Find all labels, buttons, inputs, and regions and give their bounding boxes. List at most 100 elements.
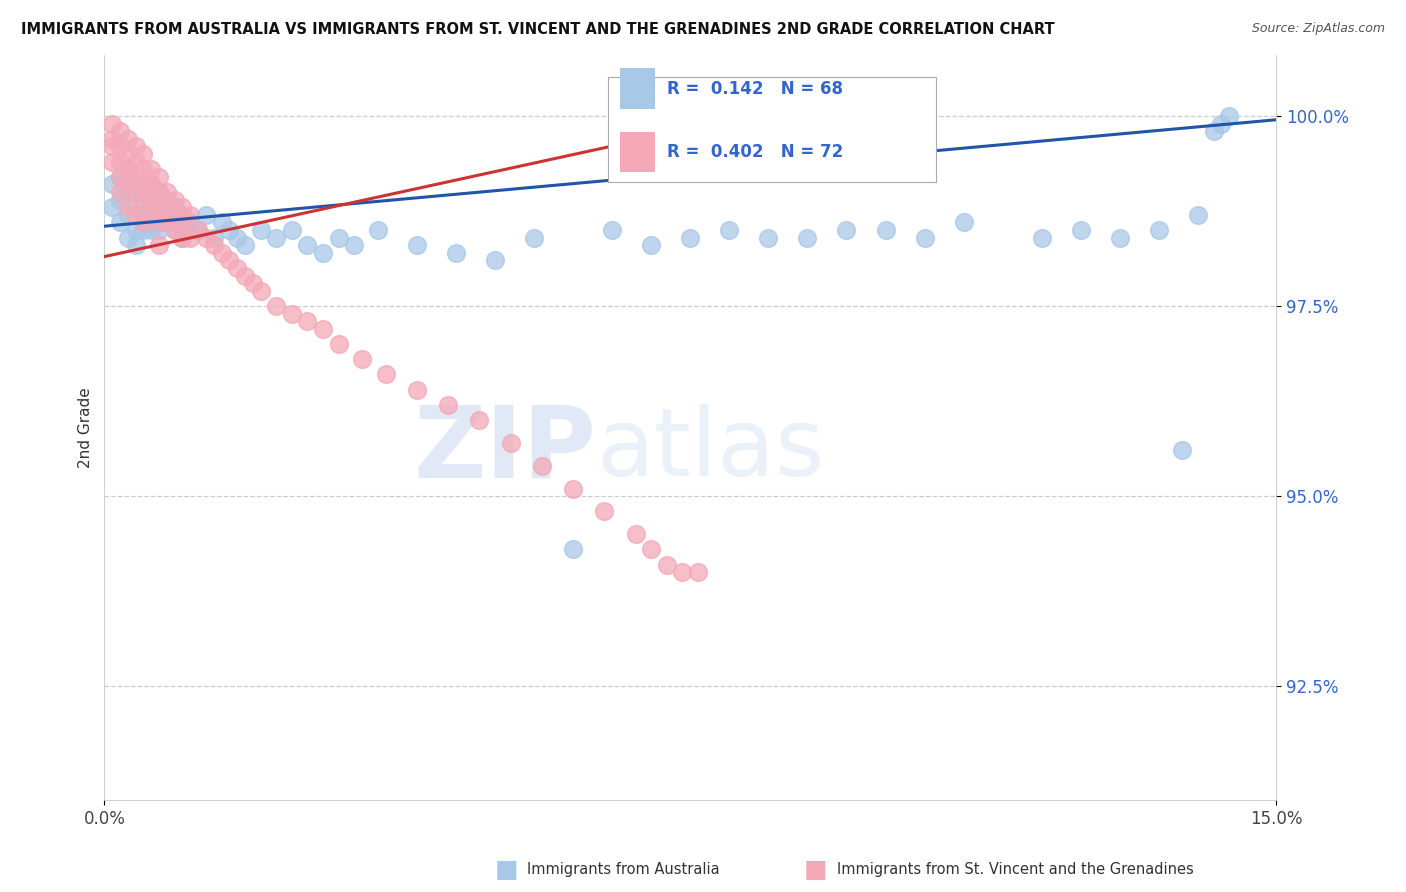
Point [132, 208, 155, 222]
Point [952, 215, 974, 229]
Point [101, 154, 124, 169]
Text: Immigrants from St. Vincent and the Grenadines: Immigrants from St. Vincent and the Gren… [837, 863, 1194, 877]
Point [101, 139, 124, 153]
Point [163, 223, 186, 237]
Point [264, 230, 287, 244]
Point [172, 230, 194, 244]
Point [156, 200, 179, 214]
Point [562, 542, 585, 557]
Point [108, 169, 131, 184]
Point [132, 215, 155, 229]
Point [141, 193, 163, 207]
Point [179, 230, 201, 244]
Point [437, 398, 460, 412]
Point [117, 162, 139, 177]
Text: Immigrants from Australia: Immigrants from Australia [527, 863, 720, 877]
Point [148, 169, 170, 184]
Point [108, 124, 131, 138]
Point [343, 238, 366, 252]
Point [101, 200, 124, 214]
Point [233, 238, 256, 252]
Point [671, 565, 693, 579]
Point [132, 185, 155, 199]
Point [132, 147, 155, 161]
Point [101, 178, 124, 192]
Point [499, 436, 522, 450]
Point [108, 185, 131, 199]
Point [562, 482, 585, 496]
Point [172, 208, 194, 222]
Point [1108, 230, 1130, 244]
Point [624, 527, 647, 541]
Point [172, 215, 194, 229]
Point [163, 193, 186, 207]
Point [281, 307, 304, 321]
Point [156, 193, 179, 207]
Point [686, 565, 709, 579]
Point [156, 185, 179, 199]
Point [117, 147, 139, 161]
Point [101, 132, 124, 146]
Point [179, 215, 201, 229]
Point [163, 200, 186, 214]
Point [194, 208, 217, 222]
Point [117, 208, 139, 222]
Point [101, 117, 124, 131]
Point [249, 284, 271, 298]
Point [226, 260, 249, 275]
Point [141, 178, 163, 192]
Point [148, 223, 170, 237]
Point [163, 208, 186, 222]
Point [108, 193, 131, 207]
Point [132, 193, 155, 207]
Point [148, 208, 170, 222]
Point [117, 132, 139, 146]
Point [163, 223, 186, 237]
Point [405, 383, 427, 397]
Point [655, 558, 678, 572]
Point [1187, 208, 1209, 222]
Point [312, 245, 335, 260]
Bar [620, 131, 655, 172]
Point [148, 215, 170, 229]
Point [374, 368, 396, 382]
Point [148, 200, 170, 214]
Point [281, 223, 304, 237]
Point [484, 253, 506, 268]
Point [264, 299, 287, 313]
Point [124, 200, 146, 214]
Point [367, 223, 389, 237]
Point [718, 223, 741, 237]
Point [117, 185, 139, 199]
Point [444, 245, 467, 260]
FancyBboxPatch shape [609, 78, 936, 182]
Point [1070, 223, 1092, 237]
Point [468, 413, 491, 427]
Point [640, 238, 662, 252]
Point [1147, 223, 1170, 237]
Point [124, 185, 146, 199]
Text: ■: ■ [804, 858, 827, 881]
Point [242, 277, 264, 291]
Text: R =  0.402   N = 72: R = 0.402 N = 72 [666, 143, 844, 161]
Point [124, 223, 146, 237]
Point [187, 223, 209, 237]
Point [124, 178, 146, 192]
Point [124, 169, 146, 184]
Point [132, 178, 155, 192]
Point [249, 223, 271, 237]
Point [141, 162, 163, 177]
Point [405, 238, 427, 252]
Y-axis label: 2nd Grade: 2nd Grade [79, 387, 93, 468]
Point [108, 215, 131, 229]
Point [328, 230, 350, 244]
Point [148, 185, 170, 199]
Point [117, 162, 139, 177]
Point [297, 238, 319, 252]
Point [352, 352, 374, 367]
Point [328, 337, 350, 351]
Point [117, 200, 139, 214]
Point [218, 253, 240, 268]
Point [172, 200, 194, 214]
Point [875, 223, 897, 237]
